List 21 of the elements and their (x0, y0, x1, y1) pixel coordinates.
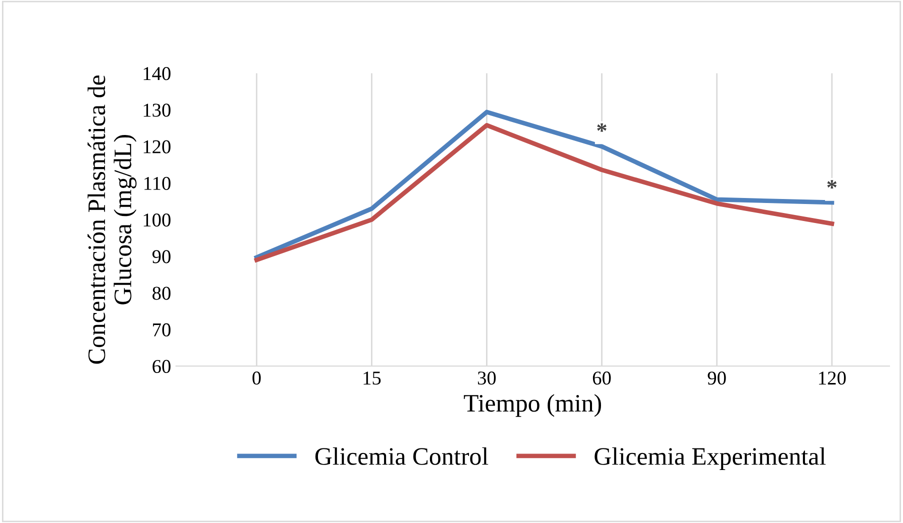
y-tick-label: 120 (144, 140, 170, 154)
legend-label: Glicemia Control (315, 447, 488, 465)
legend-label: Glicemia Experimental (594, 447, 826, 470)
y-tick-label: 70 (153, 323, 170, 336)
y-tick-label: 140 (144, 67, 170, 80)
y-tick-label: 130 (144, 104, 170, 117)
x-tick-label: 15 (364, 372, 381, 385)
x-tick-label: 90 (708, 372, 726, 385)
x-tick-label: 30 (478, 372, 496, 385)
x-axis-title: Tiempo (min) (464, 394, 602, 417)
x-tick-label: 0 (252, 372, 261, 385)
x-tick-label: 60 (592, 372, 611, 385)
annotation: * (597, 123, 606, 132)
x-tick-label: 120 (819, 372, 846, 385)
y-tick-label: 100 (144, 213, 170, 227)
y-axis-title: Concentración Plasmática de Glucosa (mg/dL) (88, 75, 136, 364)
y-tick-label: 90 (152, 250, 170, 264)
y-tick-label: 80 (152, 286, 170, 300)
y-tick-label: 60 (152, 360, 170, 374)
annotation: * (827, 180, 837, 189)
y-tick-label: 110 (144, 176, 170, 190)
